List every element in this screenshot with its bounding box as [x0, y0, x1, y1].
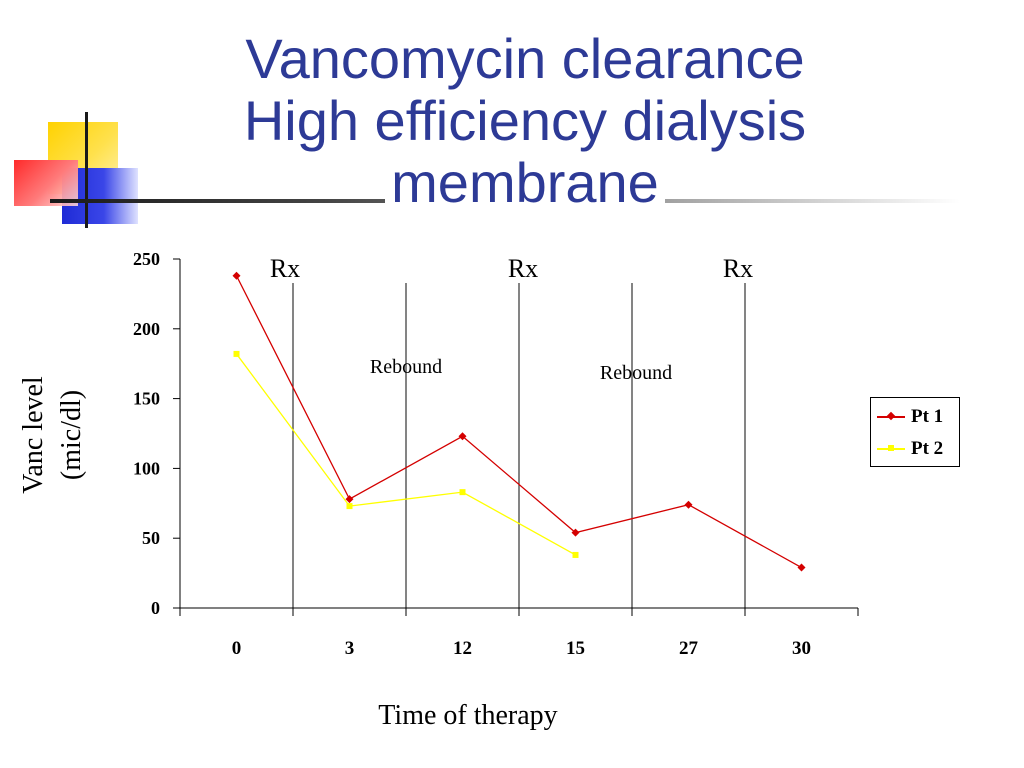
point-pt1-3 [345, 495, 354, 504]
x-axis-title: Time of therapy [378, 700, 557, 731]
x-tick-label-27: 27 [679, 638, 699, 659]
y-axis-title: Vanc level (mic/dl) [18, 376, 87, 494]
rebound-label-2: Rebound [600, 362, 672, 384]
legend-item-pt1: Pt 1 [877, 404, 943, 430]
point-pt2-0 [233, 350, 240, 357]
decor-vertical-line [85, 112, 88, 228]
series-line-pt1 [235, 275, 802, 569]
slide-title: Vancomycin clearance High efficiency dia… [180, 28, 870, 214]
legend-label-pt1: Pt 1 [911, 406, 944, 427]
y-tick-label-0: 0 [151, 598, 160, 618]
y-tick-label-150: 150 [133, 389, 160, 409]
legend-label-pt2: Pt 2 [911, 438, 944, 459]
x-tick-label-3: 3 [345, 638, 355, 659]
x-tick-label-0: 0 [232, 638, 242, 659]
rx-label-2: Rx [508, 254, 538, 283]
legend-swatch-pt1 [877, 411, 905, 421]
point-pt1-15 [571, 528, 580, 537]
point-pt2-3 [346, 503, 353, 510]
y-axis-title-line-1: Vanc level [18, 376, 49, 494]
y-tick-label-50: 50 [142, 528, 160, 548]
y-tick-label-100: 100 [133, 458, 160, 478]
y-tick-label-200: 200 [133, 319, 160, 339]
title-line-1: Vancomycin clearance [245, 27, 805, 90]
point-pt1-27 [684, 500, 693, 509]
legend-swatch-pt2 [877, 445, 905, 451]
x-tick-label-12: 12 [453, 638, 472, 659]
point-pt1-12 [458, 432, 467, 441]
y-axis-title-line-2: (mic/dl) [56, 390, 87, 480]
point-pt1-30 [797, 563, 806, 572]
rebound-label-1: Rebound [370, 356, 442, 378]
y-tick-label-250: 250 [133, 249, 160, 269]
point-pt2-12 [459, 489, 466, 496]
rx-label-1: Rx [270, 254, 300, 283]
chart-legend: Pt 1 Pt 2 [870, 397, 960, 467]
rx-label-3: Rx [723, 254, 753, 283]
x-tick-label-15: 15 [566, 638, 585, 659]
title-line-2: High efficiency dialysis [243, 89, 807, 152]
series-line-pt2 [235, 353, 576, 556]
title-line-3: membrane [385, 152, 665, 214]
decor-red-square [14, 160, 78, 206]
x-tick-label-30: 30 [792, 638, 811, 659]
point-pt1-0 [232, 271, 241, 280]
point-pt2-15 [572, 551, 579, 558]
legend-item-pt2: Pt 2 [877, 436, 943, 462]
